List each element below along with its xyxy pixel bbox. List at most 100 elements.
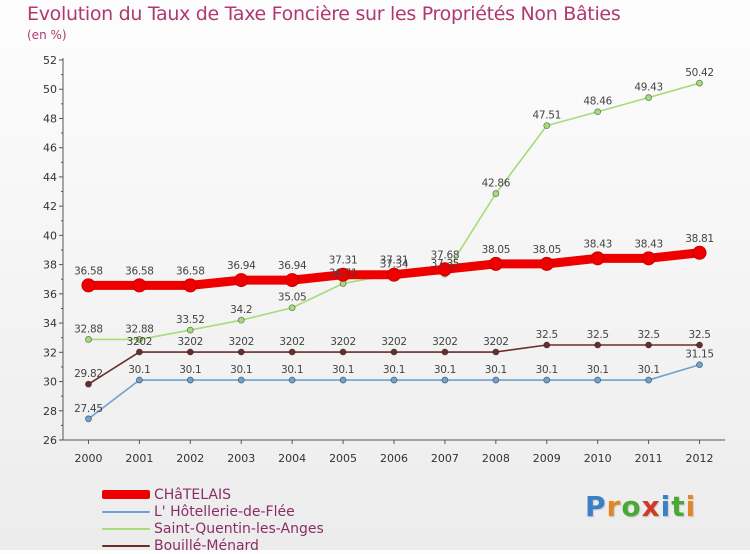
data-label: 30.1 [434,364,456,376]
legend-label: Saint-Quentin-les-Anges [154,520,324,537]
data-point [288,376,296,384]
data-label: 49.43 [634,82,663,94]
data-label: 30.1 [383,364,405,376]
data-point [543,341,551,349]
x-tick-label: 2001 [125,452,153,465]
data-point [590,251,605,266]
chart-unit-label: (en %) [27,28,67,42]
data-point [85,380,92,388]
data-label: 33.52 [176,314,205,326]
data-label: 47.51 [532,110,561,122]
data-point [288,348,296,356]
data-point [594,376,602,384]
y-tick-label: 28 [43,405,57,418]
data-point [539,256,554,271]
data-label: 36.71 [329,267,358,279]
x-tick-label: 2002 [176,452,204,465]
data-point [132,278,147,293]
data-point [492,348,500,356]
proxiti-logo: Proxiti [585,490,696,523]
data-label: 31.15 [685,349,714,361]
chart-legend: CHâTELAIS L' Hôtellerie-de-Flée Saint-Quen… [102,486,324,554]
data-point [543,376,551,384]
legend-label: L' Hôtellerie-de-Flée [154,503,295,520]
data-point [492,376,500,384]
series-1 [85,361,703,423]
y-tick-label: 46 [43,142,57,155]
data-label: 30.1 [281,364,303,376]
y-tick-label: 40 [43,229,57,242]
data-point [183,278,198,293]
data-point [492,190,500,197]
data-point [441,348,449,356]
data-label: 36.58 [74,265,103,277]
data-point [237,316,245,324]
data-point [288,304,296,312]
data-label: 36.58 [176,265,205,277]
y-tick-label: 32 [43,346,57,359]
x-tick-label: 2005 [329,452,357,465]
data-label: 30.1 [332,364,354,376]
data-label: 48.46 [583,96,612,108]
series-3 [85,341,703,388]
data-label: 3202 [381,336,407,348]
data-point [390,376,398,384]
data-label: 32.5 [587,329,609,341]
y-tick-label: 36 [43,288,57,301]
data-point [336,267,351,282]
x-tick-label: 2012 [686,452,714,465]
data-label: 50.42 [685,67,714,79]
logo-letter: x [641,490,661,523]
logo-letter: r [606,490,622,523]
data-point [645,376,653,384]
data-label: 38.05 [532,244,561,256]
data-point [696,79,703,87]
data-point [390,348,398,356]
data-label: 3202 [228,336,254,348]
data-label: 30.1 [230,364,252,376]
x-tick-label: 2009 [533,452,561,465]
series-3-labels: 29.82 3202 3202 3202 3202 3202 3202 3202 3202 32.… [74,329,711,380]
x-tick-label: 2004 [278,452,306,465]
data-label: 3202 [432,336,458,348]
data-point [488,256,503,271]
data-label: 32.5 [688,329,710,341]
logo-letter: i [660,490,672,523]
data-label: 30.1 [638,364,660,376]
legend-item: CHâTELAIS [102,486,324,503]
data-point [135,348,143,356]
y-tick-label: 52 [43,54,57,67]
data-point [186,326,194,334]
legend-swatch [102,527,150,530]
data-label: 36.94 [278,260,307,272]
data-point [186,376,194,384]
legend-item: Bouillé-Ménard [102,537,324,554]
data-point [339,376,347,384]
data-point [645,341,653,349]
series-1-labels: 27.45 30.1 30.1 30.1 30.1 30.1 30.1 30.1 30.1 30.… [74,349,714,415]
data-label: 30.1 [485,364,507,376]
data-point [85,415,92,423]
x-tick-label: 2010 [584,452,612,465]
data-label: 32.88 [125,323,154,335]
y-tick-label: 42 [43,200,57,213]
y-tick-label: 48 [43,112,57,125]
data-point [387,267,401,282]
data-label: 38.43 [583,238,612,250]
series-2-labels: 32.88 32.88 33.52 34.2 35.05 36.71 37.34 37.35 4… [74,67,714,335]
data-label: 3202 [178,336,204,348]
x-tick-label: 2006 [380,452,408,465]
line-chart: 26 28 30 32 34 36 38 40 42 44 46 48 50 52 2000 2001 2002… [43,54,725,465]
legend-swatch [102,544,150,547]
y-tick-label: 30 [43,376,57,389]
data-label: 36.58 [125,265,154,277]
data-point [237,348,245,356]
data-point [135,376,143,384]
logo-letter: t [671,490,686,523]
series-2 [85,79,703,343]
data-label: 29.82 [74,368,103,380]
series-line [87,82,701,341]
data-label: 35.05 [278,292,307,304]
data-point [437,262,452,277]
logo-letter: P [585,490,607,523]
